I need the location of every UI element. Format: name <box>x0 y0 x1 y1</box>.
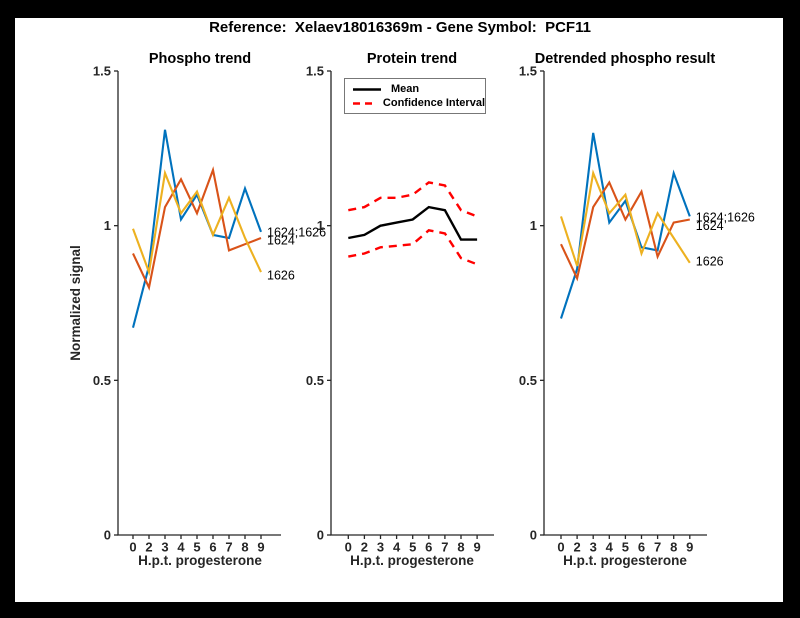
y-tick-label: 1 <box>530 218 537 233</box>
x-tick-label: 9 <box>257 540 264 555</box>
legend-row-confidence-interval: Confidence Interval <box>352 97 485 109</box>
x-tick-label: 7 <box>225 540 232 555</box>
plot-1-series-2 <box>132 169 262 277</box>
plot-3-series-1 <box>560 180 690 282</box>
y-tick-label: 1.5 <box>306 64 324 79</box>
x-tick-label: 3 <box>377 540 384 555</box>
legend-box: Mean Confidence Interval <box>344 78 486 114</box>
legend-row-mean: Mean <box>352 83 485 95</box>
series-end-label: 1626 <box>696 255 724 269</box>
x-tick-label: 6 <box>638 540 645 555</box>
plot1-title: Phospho trend <box>148 51 252 67</box>
x-tick-label: 3 <box>161 540 168 555</box>
plot-1-series-0 <box>131 129 262 328</box>
x-tick-label: 0 <box>129 540 136 555</box>
x-tick-label: 4 <box>393 540 401 555</box>
x-tick-label: 0 <box>345 540 352 555</box>
x-tick-label: 8 <box>241 540 248 555</box>
plot-2-series-0 <box>348 205 478 241</box>
x-tick-label: 4 <box>606 540 614 555</box>
x-tick-label: 5 <box>409 540 416 555</box>
x-tick-label: 2 <box>361 540 368 555</box>
y-tick-label: 0.5 <box>519 373 537 388</box>
plot-1-axis-lines <box>117 71 281 536</box>
plot-3-series-0 <box>560 132 691 319</box>
x-tick-label: 5 <box>193 540 200 555</box>
y-tick-label: 1.5 <box>93 64 111 79</box>
x-tick-label: 6 <box>209 540 216 555</box>
series-end-label: 1624 <box>267 234 295 248</box>
y-tick-label: 1 <box>317 218 324 233</box>
x-tick-label: 3 <box>590 540 597 555</box>
y-tick-label: 0 <box>104 528 111 543</box>
x-tick-label: 9 <box>473 540 480 555</box>
series-end-label: 1624 <box>696 219 724 233</box>
x-tick-label: 7 <box>441 540 448 555</box>
x-tick-label: 2 <box>145 540 152 555</box>
plot-2-series-1 <box>348 181 478 218</box>
series-end-label: 1624;1626 <box>696 211 755 225</box>
x-tick-label: 0 <box>557 540 564 555</box>
plot-1-series-1 <box>132 166 262 291</box>
figure-title: Reference: Xelaev18016369m - Gene Symbol… <box>209 19 591 36</box>
plot2-x-axis-label: H.p.t. progesterone <box>350 553 474 568</box>
legend-label-mean: Mean <box>391 83 420 95</box>
x-tick-label: 9 <box>686 540 693 555</box>
legend-label-confidence-interval: Confidence Interval <box>382 97 485 109</box>
y-tick-label: 0 <box>530 528 537 543</box>
plot-2: 00.511.50 2 3 4 5 6 7 8 9 <box>306 64 494 555</box>
y-tick-label: 0 <box>317 528 324 543</box>
x-tick-label: 7 <box>654 540 661 555</box>
x-tick-label: 8 <box>670 540 677 555</box>
plot-3-axis-lines <box>543 71 707 536</box>
plot1-x-axis-label: H.p.t. progesterone <box>138 553 262 568</box>
confidence-interval-line-sample-icon <box>353 101 374 105</box>
figure-canvas <box>15 18 783 602</box>
mean-line-sample-icon <box>353 87 381 91</box>
x-tick-label: 8 <box>457 540 464 555</box>
y-tick-label: 0.5 <box>306 373 324 388</box>
y-tick-label: 1.5 <box>519 64 537 79</box>
plot-3-series-2 <box>560 169 691 267</box>
x-tick-label: 2 <box>573 540 580 555</box>
plot-2-axis-lines <box>330 71 494 536</box>
plot3-x-axis-label: H.p.t. progesterone <box>563 553 687 568</box>
plot2-title: Protein trend <box>366 51 458 67</box>
series-end-label: 1624;1626 <box>267 225 326 239</box>
x-tick-label: 4 <box>177 540 185 555</box>
x-tick-label: 6 <box>425 540 432 555</box>
plot3-title: Detrended phospho result <box>534 51 716 67</box>
y-tick-label: 0.5 <box>93 373 111 388</box>
x-tick-label: 5 <box>622 540 629 555</box>
series-end-label: 1626 <box>267 269 295 283</box>
y-tick-label: 1 <box>104 218 111 233</box>
